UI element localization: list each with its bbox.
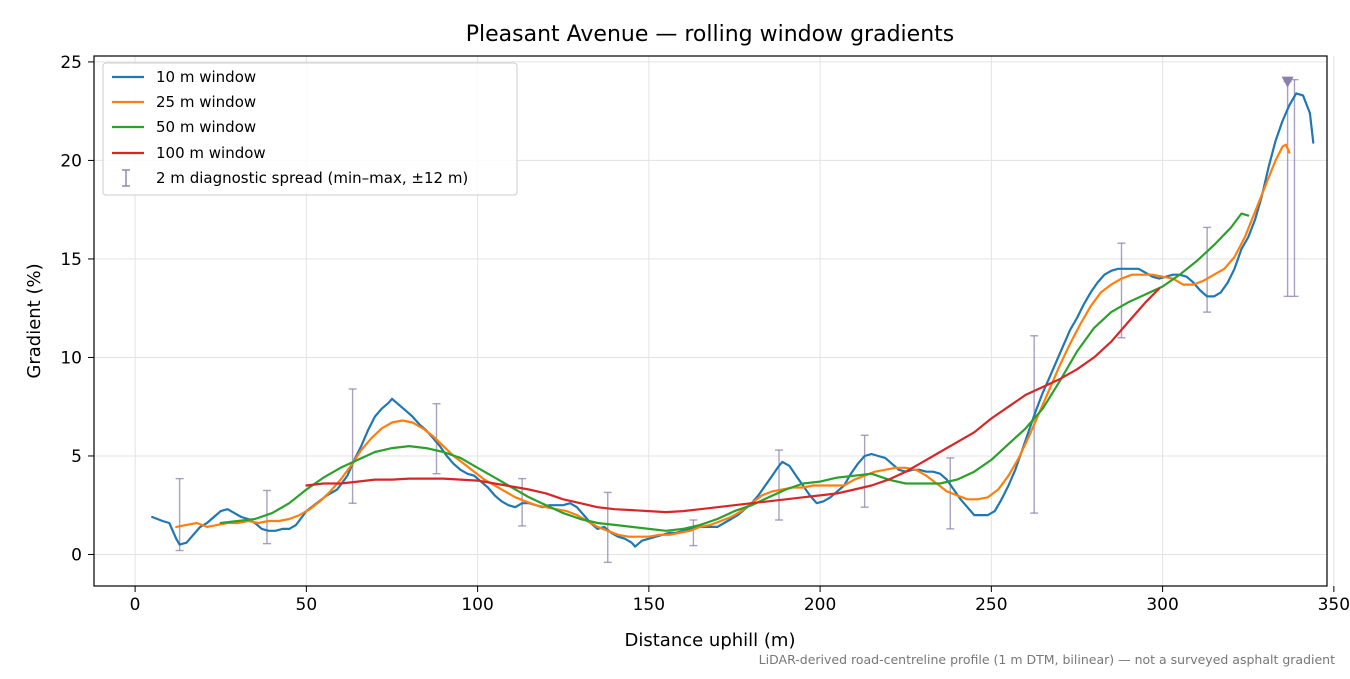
y-tick-label: 15 bbox=[60, 250, 82, 270]
y-tick-label: 20 bbox=[60, 151, 82, 171]
grid bbox=[94, 56, 1335, 586]
x-tick-label: 350 bbox=[1318, 595, 1350, 615]
y-tick-label: 5 bbox=[71, 447, 82, 467]
x-tick-label: 100 bbox=[461, 595, 493, 615]
series-line-3 bbox=[219, 212, 1250, 532]
peak-marker-group bbox=[1281, 76, 1294, 88]
y-tick-label: 25 bbox=[60, 53, 82, 73]
peak-marker-triangle bbox=[1281, 76, 1294, 88]
x-tick-label: 150 bbox=[633, 595, 665, 615]
legend-label: 25 m window bbox=[156, 93, 256, 111]
series-line-4 bbox=[305, 287, 1161, 514]
x-tick-label: 300 bbox=[1146, 595, 1178, 615]
x-tick-label: 250 bbox=[975, 595, 1007, 615]
legend-label: 100 m window bbox=[156, 144, 266, 162]
chart-title: Pleasant Avenue — rolling window gradien… bbox=[466, 22, 954, 47]
legend-label: 10 m window bbox=[156, 68, 256, 86]
x-tick-label: 50 bbox=[296, 595, 318, 615]
legend-box bbox=[102, 62, 518, 196]
error-bars bbox=[175, 78, 1299, 564]
series-lines bbox=[151, 92, 1315, 548]
axis-ticks: 0 50 100 150 200 250 300 350 0 5 10 15 20 25 bbox=[60, 53, 1350, 615]
series-line-2 bbox=[175, 143, 1291, 538]
legend-label: 50 m window bbox=[156, 118, 256, 136]
y-axis-label: Gradient (%) bbox=[24, 263, 45, 378]
legend: 10 m window 25 m window 50 m window 100 m w… bbox=[102, 62, 518, 196]
plot-frame bbox=[93, 55, 1328, 587]
x-axis-label: Distance uphill (m) bbox=[625, 630, 796, 651]
x-tick-label: 0 bbox=[130, 595, 141, 615]
footnote: LiDAR-derived road-centreline profile (1… bbox=[759, 652, 1335, 667]
legend-label: 2 m diagnostic spread (min–max, ±12 m) bbox=[156, 169, 468, 187]
y-tick-label: 0 bbox=[71, 545, 82, 565]
x-tick-label: 200 bbox=[804, 595, 836, 615]
y-tick-label: 10 bbox=[60, 348, 82, 368]
